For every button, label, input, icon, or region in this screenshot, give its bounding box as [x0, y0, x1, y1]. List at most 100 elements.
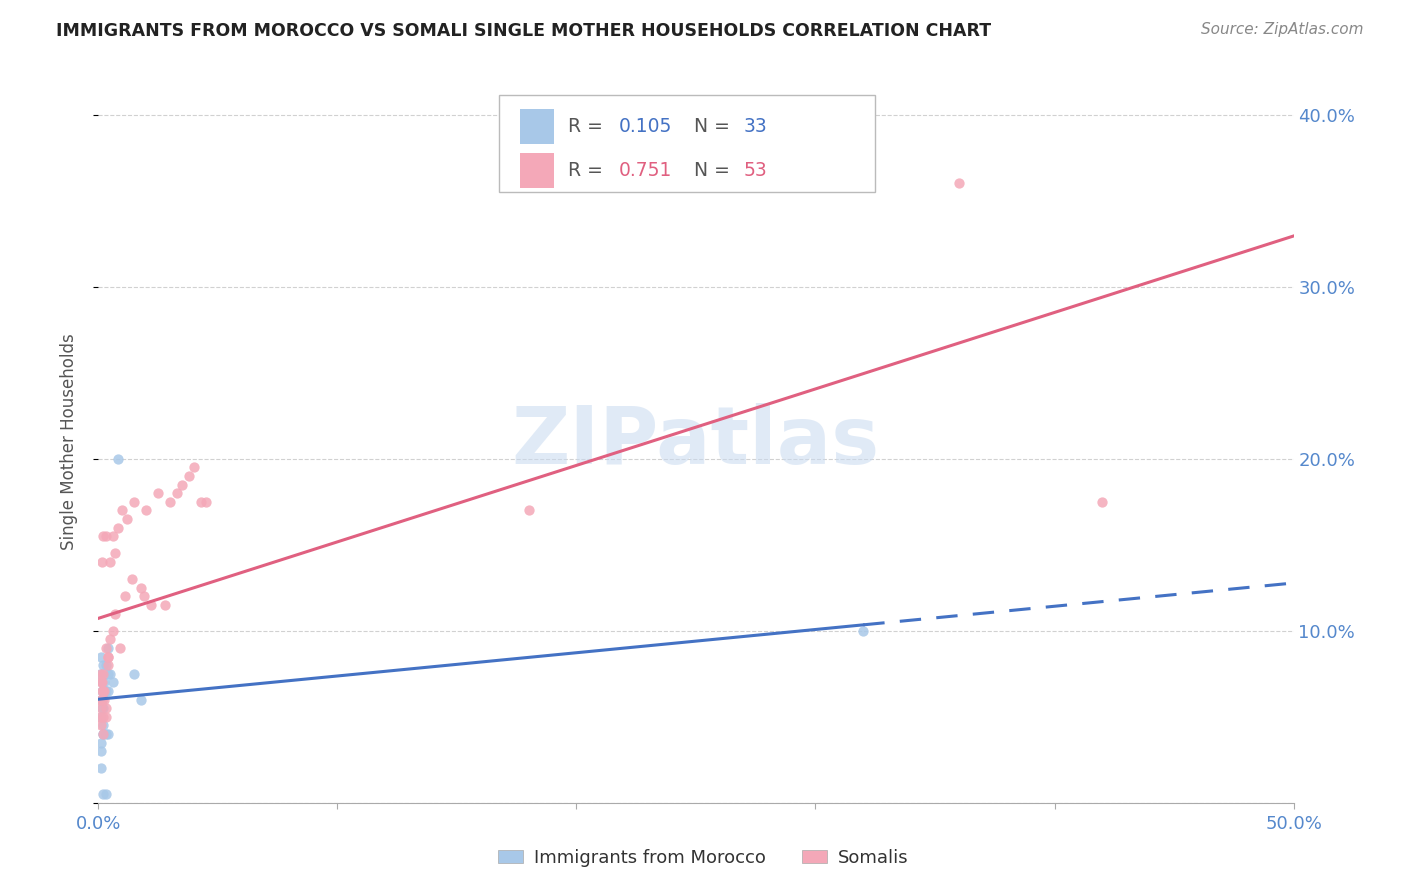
Point [90, 735, 112, 749]
Point [91, 684, 114, 698]
Point [91, 727, 114, 741]
Point [90, 649, 112, 664]
Point [172, 477, 194, 491]
Point [91, 727, 114, 741]
Point [108, 640, 131, 655]
Point [91, 684, 114, 698]
Point [90, 744, 112, 758]
Text: 33: 33 [744, 118, 768, 136]
Y-axis label: Single Mother Households: Single Mother Households [59, 334, 77, 549]
Point [89, 692, 111, 706]
Point [91, 529, 114, 543]
Text: 53: 53 [744, 161, 768, 180]
Point [148, 486, 170, 500]
Point [948, 177, 970, 191]
Point [107, 520, 129, 534]
Point [89, 710, 111, 724]
Point [111, 503, 134, 517]
Point [91, 718, 114, 732]
Point [179, 469, 201, 483]
Point [90, 692, 112, 706]
Point [121, 572, 143, 586]
Bar [520, 153, 554, 188]
Legend: Immigrants from Morocco, Somalis: Immigrants from Morocco, Somalis [491, 842, 915, 874]
Text: N =: N = [693, 118, 735, 136]
Point [91, 701, 114, 715]
Point [98, 632, 122, 647]
Point [139, 598, 162, 612]
Point [97, 666, 120, 681]
Point [98, 666, 122, 681]
Point [91, 710, 114, 724]
Point [101, 624, 124, 638]
Point [132, 590, 155, 604]
Point [94, 658, 117, 673]
Point [94, 787, 117, 801]
Point [94, 701, 117, 715]
Point [91, 727, 114, 741]
Point [166, 486, 188, 500]
Point [91, 666, 114, 681]
Point [190, 494, 212, 508]
Point [91, 684, 114, 698]
Point [91, 692, 114, 706]
Point [90, 675, 112, 690]
Point [114, 590, 136, 604]
Point [107, 451, 129, 466]
Point [91, 787, 114, 801]
Point [94, 710, 117, 724]
Point [124, 666, 146, 681]
Point [104, 546, 127, 560]
Point [101, 675, 124, 690]
Text: N =: N = [693, 161, 735, 180]
Point [94, 640, 117, 655]
Point [517, 503, 540, 517]
Point [93, 684, 115, 698]
Point [91, 675, 114, 690]
Point [90, 701, 112, 715]
Point [91, 675, 114, 690]
Point [93, 692, 115, 706]
Point [183, 460, 205, 475]
Point [91, 701, 114, 715]
Point [91, 658, 114, 673]
Point [155, 598, 177, 612]
Point [124, 494, 146, 508]
Point [91, 692, 114, 706]
Point [90, 718, 112, 732]
Text: Source: ZipAtlas.com: Source: ZipAtlas.com [1201, 22, 1364, 37]
Point [1091, 494, 1114, 508]
Point [159, 494, 181, 508]
Point [104, 607, 127, 621]
Point [93, 675, 115, 690]
Point [97, 649, 120, 664]
Point [89, 666, 111, 681]
Point [135, 503, 157, 517]
Point [94, 529, 117, 543]
Point [98, 555, 122, 569]
Point [97, 640, 120, 655]
Point [131, 581, 153, 595]
Point [97, 649, 120, 664]
Point [195, 494, 218, 508]
Point [131, 692, 153, 706]
Point [97, 684, 120, 698]
Text: 0.751: 0.751 [619, 161, 672, 180]
Point [94, 684, 117, 698]
Text: R =: R = [568, 161, 609, 180]
Point [97, 727, 120, 741]
Point [91, 684, 114, 698]
Bar [520, 110, 554, 145]
Text: 0.105: 0.105 [619, 118, 672, 136]
Text: ZIPatlas: ZIPatlas [512, 402, 880, 481]
Point [115, 512, 138, 526]
FancyBboxPatch shape [499, 95, 876, 193]
Text: R =: R = [568, 118, 609, 136]
Point [90, 710, 112, 724]
Point [97, 658, 120, 673]
Point [101, 529, 124, 543]
Point [90, 666, 112, 681]
Point [852, 624, 875, 638]
Text: IMMIGRANTS FROM MOROCCO VS SOMALI SINGLE MOTHER HOUSEHOLDS CORRELATION CHART: IMMIGRANTS FROM MOROCCO VS SOMALI SINGLE… [56, 22, 991, 40]
Point [90, 761, 112, 775]
